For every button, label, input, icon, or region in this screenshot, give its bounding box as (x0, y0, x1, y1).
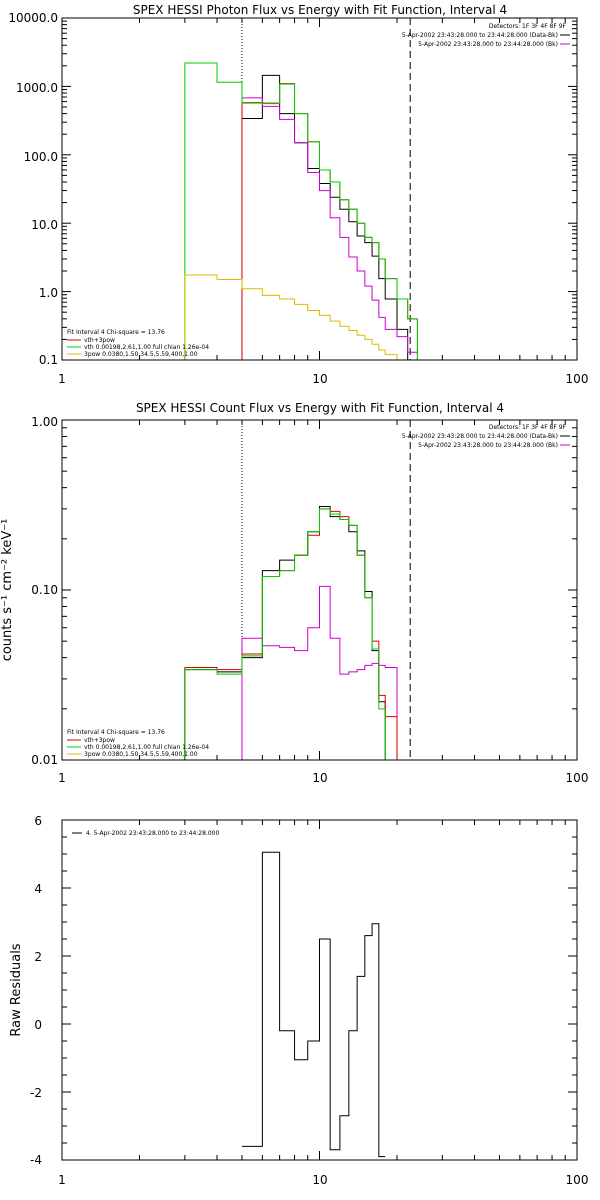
photon-flux-y-tick-label: 1.0 (39, 286, 58, 300)
residuals-x-tick-label: 10 (312, 1173, 327, 1187)
residuals-y-tick-label: 0 (34, 1018, 42, 1032)
residuals-y-tick-label: -4 (30, 1153, 42, 1167)
legend-fit-interval: Fit Interval 4 Chi-square = 13.76 (67, 329, 165, 336)
count-flux-x-tick-label: 10 (312, 771, 327, 785)
series-bk (241, 585, 398, 760)
legend-vth3pow: vth+3pow (84, 337, 115, 344)
legend-detectors: Detectors: 1F 3F 4F 8F 9F (489, 23, 567, 30)
count-flux-y-axis-label: counts s⁻¹ cm⁻² keV⁻¹ (0, 519, 15, 662)
residuals-y-tick-label: 4 (34, 882, 42, 896)
residuals-plot-frame (61, 819, 578, 1161)
legend-data-bk: 5-Apr-2002 23:43:28.000 to 23:44:28.000 … (402, 32, 558, 39)
photon-flux-x-tick-label: 10 (312, 372, 327, 386)
series-vth (184, 62, 418, 360)
residuals-panel: 6 4 2 0 -2 -4 1 10 100 Raw Residuals 4. … (9, 814, 588, 1187)
series-vth-3pow (241, 83, 418, 360)
legend-vth3pow: vth+3pow (84, 737, 115, 744)
legend-vth: vth 0.00198,2.61,1.00 full chian 1.26e-0… (84, 344, 209, 351)
photon-flux-legend-left: Fit Interval 4 Chi-square = 13.76 vth+3p… (67, 329, 209, 358)
count-flux-legend-left: Fit Interval 4 Chi-square = 13.76 vth+3p… (67, 729, 209, 758)
residuals-y-tick-label: 6 (34, 814, 42, 828)
series-bk (241, 97, 418, 360)
legend-bk: 5-Apr-2002 23:43:28.000 to 23:44:28.000 … (418, 41, 558, 48)
photon-flux-title: SPEX HESSI Photon Flux vs Energy with Fi… (133, 3, 507, 17)
legend-3pow: 3pow 0.0380,1.50,34.5,5.59,400,1.00 (84, 751, 198, 758)
photon-flux-y-tick-label: 10000.0 (8, 11, 58, 25)
photon-flux-plot-frame (61, 17, 578, 361)
series-4- (241, 851, 386, 1158)
legend-3pow: 3pow 0.0380,1.50,34.5,5.59,400,1.00 (84, 351, 198, 358)
legend-bk: 5-Apr-2002 23:43:28.000 to 23:44:28.000 … (418, 442, 558, 449)
residuals-x-tick-label: 1 (58, 1173, 66, 1187)
count-flux-x-tick-label: 1 (58, 771, 66, 785)
photon-flux-y-tick-label: 100.0 (24, 150, 58, 164)
photon-flux-x-tick-label: 100 (566, 372, 589, 386)
series-3pow (184, 274, 409, 360)
count-flux-x-tick-label: 100 (566, 771, 589, 785)
legend-data-bk: 5-Apr-2002 23:43:28.000 to 23:44:28.000 … (402, 433, 558, 440)
photon-flux-x-tick-label: 1 (58, 372, 66, 386)
series-vth-3pow (184, 508, 398, 760)
legend-vth: vth 0.00198,2.61,1.00 full chian 1.26e-0… (84, 744, 209, 751)
series-vth (184, 508, 386, 760)
series-data-bk (241, 74, 409, 360)
count-flux-legend-right: Detectors: 1F 3F 4F 8F 9F 5-Apr-2002 23:… (402, 424, 570, 449)
count-flux-y-tick-label: 0.01 (31, 753, 58, 767)
count-flux-title: SPEX HESSI Count Flux vs Energy with Fit… (136, 401, 504, 415)
photon-flux-y-tick-label: 1000.0 (16, 81, 58, 95)
count-flux-y-tick-label: 0.10 (31, 583, 58, 597)
residuals-y-tick-label: -2 (30, 1086, 42, 1100)
photon-flux-panel: SPEX HESSI Photon Flux vs Energy with Fi… (8, 3, 588, 386)
count-flux-panel: SPEX HESSI Count Flux vs Energy with Fit… (0, 401, 588, 785)
count-flux-y-tick-label: 1.00 (31, 415, 58, 429)
photon-flux-legend-right: Detectors: 1F 3F 4F 8F 9F 5-Apr-2002 23:… (402, 23, 570, 48)
series-data-bk (184, 505, 386, 760)
residuals-y-tick-label: 2 (34, 950, 42, 964)
legend-detectors: Detectors: 1F 3F 4F 8F 9F (489, 424, 567, 431)
legend-fit-interval: Fit Interval 4 Chi-square = 13.76 (67, 729, 165, 736)
residuals-x-tick-label: 100 (566, 1173, 589, 1187)
photon-flux-y-tick-label: 10.0 (31, 218, 58, 232)
residuals-y-axis-label: Raw Residuals (9, 943, 24, 1036)
count-flux-plot-frame (61, 419, 578, 761)
residuals-legend: 4. 5-Apr-2002 23:43:28.000 to 23:44:28.0… (86, 830, 219, 837)
photon-flux-y-tick-label: 0.1 (39, 353, 58, 367)
